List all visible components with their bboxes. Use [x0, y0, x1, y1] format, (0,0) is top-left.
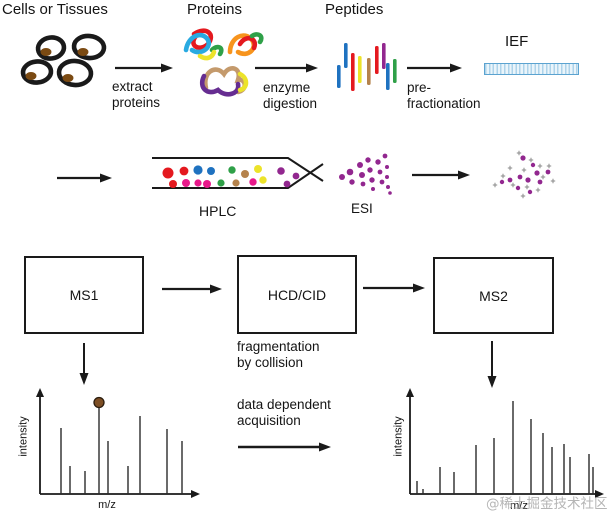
ms2-spectrum-axes: [406, 388, 604, 498]
ms2-mz-axis-label: m/z: [510, 500, 528, 512]
ms2-intensity-axis-label: intensity: [392, 416, 405, 457]
selected-precursor-ion-marker: [93, 396, 105, 409]
extract-proteins-label: extract proteins: [112, 79, 161, 110]
ief-gel-strip: [484, 63, 579, 75]
ms1-spectrum-axes: [36, 388, 200, 498]
enzyme-digestion-label: enzyme digestion: [263, 80, 318, 111]
hcd-cid-box: HCD/CID: [237, 255, 357, 334]
ms1-mz-axis-label: m/z: [98, 499, 116, 511]
proteins-graphic: [183, 28, 264, 97]
ms2-box-label: MS2: [479, 287, 508, 304]
ief-title: IEF: [505, 33, 529, 50]
ms1-spectrum-peaks: [60, 396, 183, 494]
fragmentation-label: fragmentation by collision: [237, 339, 320, 370]
peptides-graphic: [337, 43, 397, 91]
peptides-title: Peptides: [325, 1, 384, 18]
dda-label: data dependent acquisition: [237, 397, 331, 428]
ms2-spectrum-peaks: [416, 401, 594, 494]
charged-ion-cloud-graphic: [492, 150, 556, 199]
pre-fractionation-label: pre- fractionation: [407, 80, 481, 111]
esi-label: ESI: [351, 201, 373, 216]
ms1-box: MS1: [24, 256, 144, 334]
cells-graphic: [20, 33, 107, 88]
ms1-box-label: MS1: [69, 287, 99, 303]
esi-spray-graphic: [339, 153, 392, 195]
watermark: @稀土掘金技术社区: [486, 496, 608, 512]
ms1-intensity-axis-label: intensity: [17, 416, 30, 457]
cells-title: Cells or Tissues: [2, 1, 108, 18]
proteins-title: Proteins: [187, 1, 243, 18]
ms2-box: MS2: [433, 257, 554, 334]
hplc-column-graphic: [152, 157, 324, 189]
hplc-label: HPLC: [199, 203, 237, 219]
hcd-cid-box-label: HCD/CID: [267, 286, 327, 303]
